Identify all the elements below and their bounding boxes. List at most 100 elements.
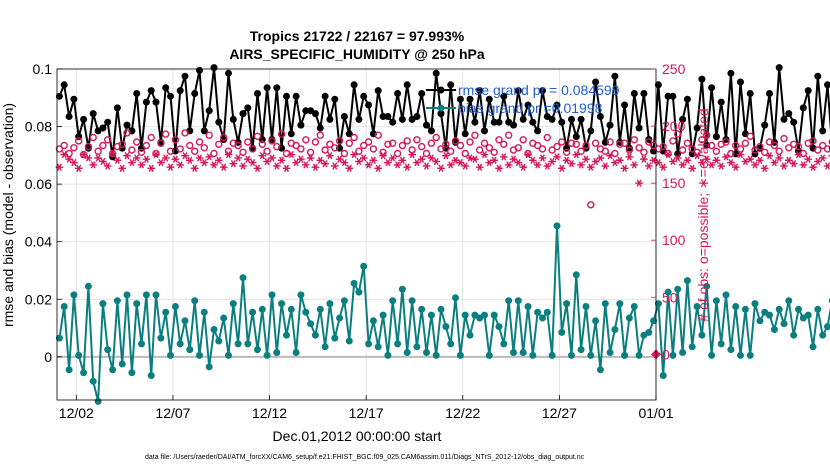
bias-point <box>809 343 817 351</box>
asterisk-stroke <box>820 154 826 162</box>
bias-point <box>316 305 324 313</box>
rmse-point <box>679 115 687 123</box>
asterisk-stroke <box>554 153 560 161</box>
asterisk-stroke <box>564 156 570 164</box>
possible-point <box>432 133 440 142</box>
asterisk-stroke <box>370 156 376 164</box>
rmse-point <box>640 90 648 97</box>
asterisk-stroke <box>718 162 724 170</box>
bias-point <box>297 291 305 299</box>
bias-point <box>215 337 223 345</box>
possible-point <box>166 147 175 155</box>
bias-point <box>147 372 155 379</box>
rmse-point <box>162 84 170 92</box>
rmse-point <box>147 87 155 95</box>
rmse-point <box>534 127 542 135</box>
asterisk-stroke <box>351 150 357 159</box>
series-layer <box>55 64 830 405</box>
evaluated-point <box>359 154 368 162</box>
legend: rmse grand pr = 0.084599 bias grand pr =… <box>426 82 620 116</box>
evaluated-point <box>326 152 334 160</box>
rmse-point <box>123 121 131 129</box>
rmse-point <box>698 75 706 83</box>
asterisk-stroke <box>187 156 193 164</box>
bias-point <box>708 351 716 359</box>
rmse-point <box>558 118 566 126</box>
possible-point <box>273 142 281 151</box>
y-tick-label: 0.1 <box>33 61 53 77</box>
rmse-point <box>423 121 430 129</box>
rmse-point <box>654 81 662 89</box>
evaluated-point <box>335 155 344 163</box>
rmse-point <box>539 87 546 95</box>
rmse-point <box>283 92 290 100</box>
possible-point <box>761 148 769 157</box>
evaluated-point <box>103 162 112 170</box>
rmse-point <box>568 115 575 123</box>
evaluated-point <box>712 156 721 164</box>
rmse-point <box>664 92 672 100</box>
asterisk-stroke <box>124 152 130 160</box>
asterisk-stroke <box>660 163 666 171</box>
y2-axis-label: # of obs: o=possible; ∗=evaluated <box>695 108 711 321</box>
asterisk-stroke <box>539 154 546 162</box>
possible-point <box>780 134 788 143</box>
bias-point <box>790 331 798 339</box>
possible-point <box>258 140 266 149</box>
bias-point <box>181 317 189 325</box>
asterisk-stroke <box>158 158 164 167</box>
evaluated-point <box>499 153 508 161</box>
rmse-point <box>263 84 271 92</box>
evaluated-point <box>413 158 421 167</box>
x-tick-label: 12/12 <box>252 405 287 421</box>
bias-point <box>819 331 827 339</box>
legend-rmse-label: rmse grand pr = 0.084599 <box>458 82 620 98</box>
evaluated-point <box>408 150 416 159</box>
evaluated-point <box>818 154 827 162</box>
bias-point <box>635 351 643 359</box>
evaluated-point <box>84 154 93 162</box>
possible-point <box>157 139 165 147</box>
rmse-point <box>519 115 527 123</box>
evaluated-point <box>543 162 552 170</box>
asterisk-stroke <box>573 150 579 159</box>
rmse-point <box>683 95 691 103</box>
possible-point <box>393 149 402 158</box>
asterisk-stroke <box>230 160 236 168</box>
evaluated-point <box>548 157 556 166</box>
possible-point <box>306 148 315 157</box>
rmse-point <box>60 81 68 89</box>
rmse-point <box>340 113 348 120</box>
possible-point <box>268 137 276 145</box>
bias-point <box>611 326 619 333</box>
possible-point <box>727 149 735 158</box>
bias-point <box>196 351 203 359</box>
bias-point <box>403 349 411 356</box>
possible-point <box>785 144 793 152</box>
possible-point <box>152 149 160 158</box>
possible-point <box>480 139 489 147</box>
rmse-point <box>365 101 373 109</box>
asterisk-stroke <box>535 161 541 169</box>
bias-point <box>529 351 537 359</box>
possible-point <box>316 131 324 139</box>
asterisk-stroke <box>665 150 671 159</box>
bias-point <box>587 351 595 359</box>
rmse-point <box>244 104 252 112</box>
bias-point <box>490 311 498 319</box>
asterisk-stroke <box>786 156 792 164</box>
rmse-point <box>104 118 112 126</box>
bias-point <box>485 351 493 359</box>
asterisk-stroke <box>583 155 589 163</box>
bias-point <box>398 285 406 293</box>
bias-point <box>456 351 464 359</box>
bias-point <box>674 285 682 293</box>
rmse-point <box>524 101 532 109</box>
bias-point <box>601 300 609 308</box>
rmse-point <box>727 69 735 77</box>
possible-point <box>219 133 228 142</box>
asterisk-stroke <box>153 150 159 159</box>
evaluated-point <box>427 154 436 162</box>
bias-point <box>568 351 575 359</box>
rmse-point <box>181 72 189 80</box>
